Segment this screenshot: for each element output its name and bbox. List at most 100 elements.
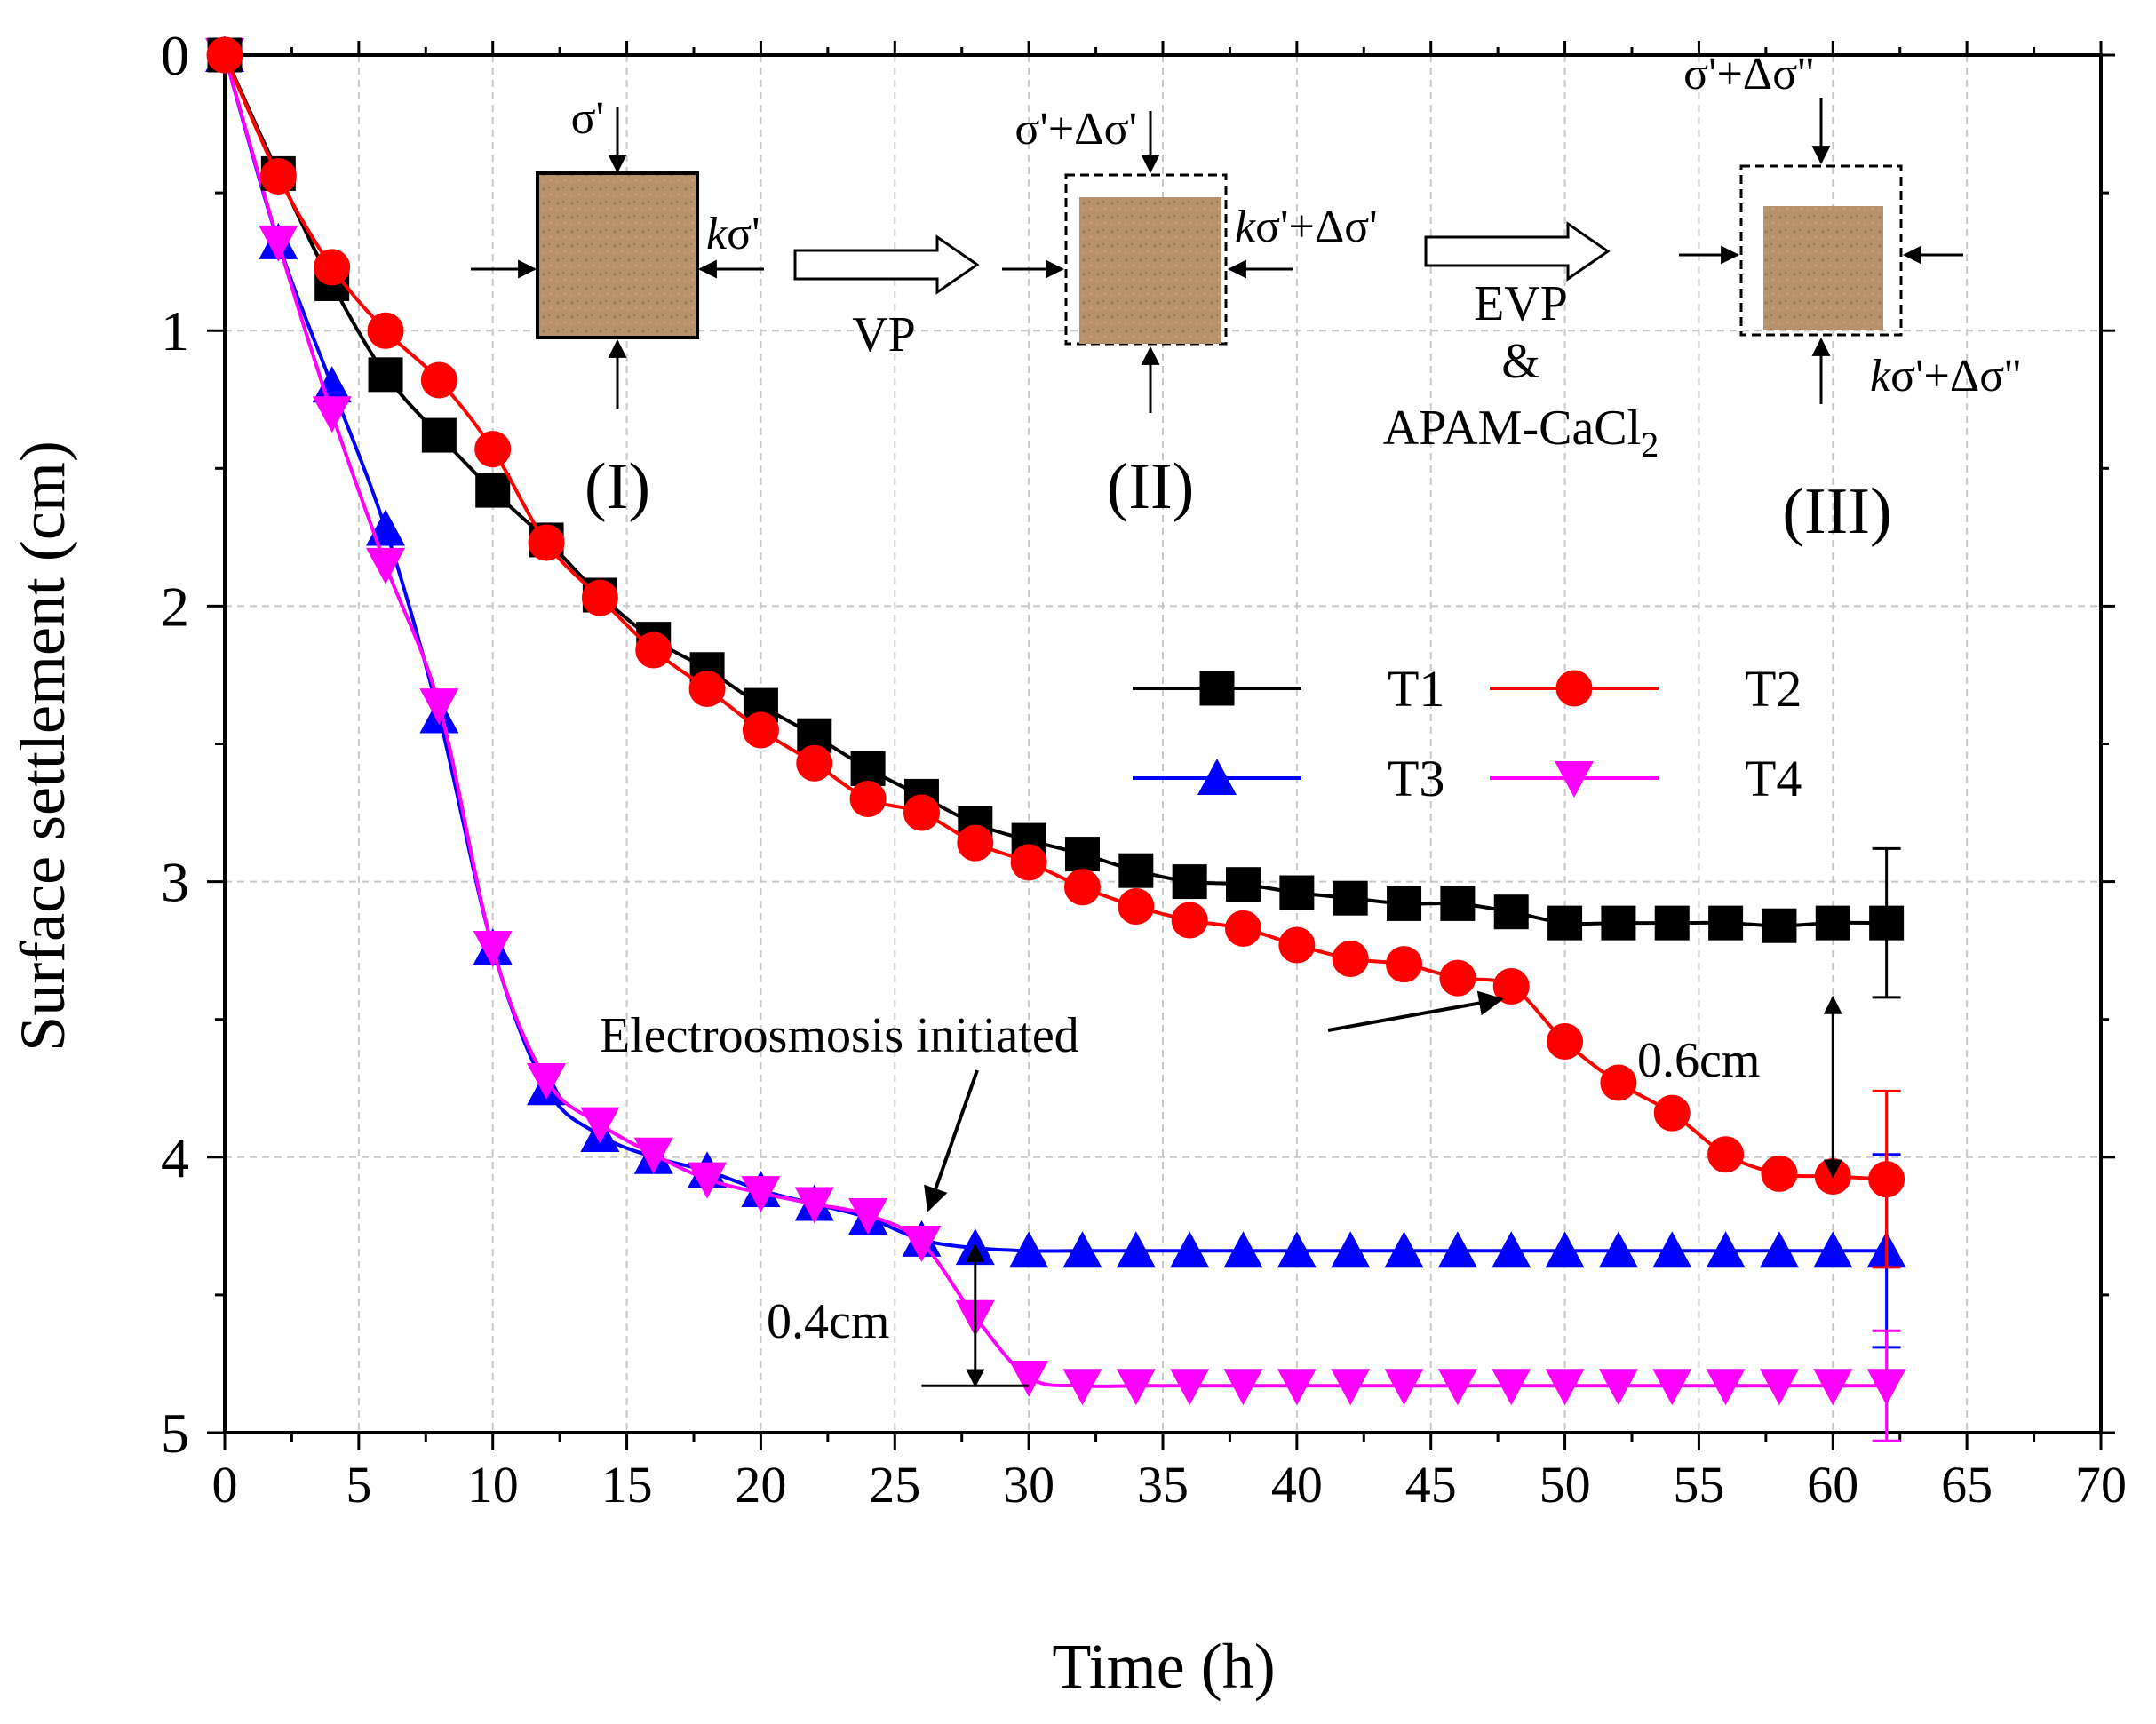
data-point-t2 [1332,940,1369,977]
x-tick-label: 15 [601,1456,653,1513]
data-point-t3 [1170,1231,1210,1268]
data-point-t2 [688,670,726,707]
legend-marker-t1 [1199,671,1235,706]
data-point-t1 [1547,905,1583,941]
data-point-t4 [366,547,406,584]
data-point-t4 [580,1107,620,1144]
process-arrow-evp [1424,221,1611,282]
data-point-t4 [1170,1369,1210,1406]
x-tick-label: 55 [1673,1456,1724,1513]
data-point-t4 [1277,1369,1317,1406]
data-point-t3 [1545,1231,1585,1268]
data-point-t3 [1116,1231,1156,1268]
data-point-t2 [903,794,940,831]
data-point-t1 [475,473,511,508]
stage-label-iii: (III) [1782,475,1891,548]
data-point-t4 [633,1137,673,1174]
process-label-and: & [1501,334,1540,389]
annotations [921,990,1842,1388]
stress-label-i-side: kσ' [706,209,760,259]
data-point-t3 [1062,1231,1102,1268]
series-t2 [206,36,1905,1269]
process-label-apam: APAM-CaCl2 [1383,401,1659,465]
data-point-t3 [1331,1231,1371,1268]
data-point-t4 [1062,1369,1102,1406]
x-tick-label: 60 [1807,1456,1858,1513]
x-tick-label: 25 [869,1456,920,1513]
data-point-t3 [1223,1231,1263,1268]
data-point-t1 [850,751,886,786]
data-point-t4 [1866,1369,1906,1406]
data-point-t1 [1708,905,1744,941]
data-point-t1 [1493,894,1529,930]
x-tick-label: 0 [212,1456,238,1513]
data-point-t4 [1492,1369,1531,1406]
legend-label-t4: T4 [1745,750,1802,807]
soil-sample-i [536,171,699,339]
data-point-t3 [1598,1231,1638,1268]
x-tick-label: 10 [467,1456,519,1513]
data-point-t4 [1384,1369,1424,1406]
stage-label-ii: (II) [1107,450,1195,523]
data-point-t4 [1545,1369,1585,1406]
soil-sample-iii [1763,206,1883,330]
data-point-t4 [473,931,513,968]
data-point-t4 [848,1197,888,1235]
annotation-gap-0.6cm: 0.6cm [1637,1033,1760,1088]
data-point-t1 [421,417,457,453]
data-point-t4 [794,1187,834,1224]
y-tick-label: 1 [161,299,189,362]
data-point-t2 [1171,902,1208,939]
data-point-t3 [1492,1231,1531,1268]
series-line-t2 [223,54,1887,1181]
x-tick-label: 35 [1137,1456,1189,1513]
data-point-t2 [1225,910,1262,947]
data-point-t2 [1547,1023,1584,1061]
data-point-t2 [849,781,887,818]
data-point-t3 [1009,1231,1049,1268]
data-point-t2 [1600,1064,1637,1101]
y-tick-label: 0 [161,24,189,87]
stress-label-i-top: σ' [571,93,604,144]
data-point-t3 [312,366,352,403]
stress-label-iii-top: σ'+Δσ'' [1683,49,1814,99]
data-point-t2 [420,361,457,399]
annotation-electroosmosis: Electroosmosis initiated [600,1008,1079,1063]
data-point-t1 [1387,886,1422,921]
data-point-t1 [368,357,403,393]
data-point-t3 [1437,1231,1477,1268]
data-point-t1 [1279,875,1315,910]
data-point-t2 [635,632,672,669]
data-point-t2 [1439,959,1476,997]
data-point-t2 [367,312,404,349]
data-point-t3 [1813,1231,1853,1268]
data-point-t2 [206,36,243,74]
data-point-t4 [1706,1369,1746,1406]
y-tick-label: 5 [161,1402,189,1465]
data-point-t1 [1440,886,1476,921]
legend-label-t1: T1 [1388,660,1444,718]
x-tick-label: 40 [1271,1456,1323,1513]
data-point-t2 [1278,926,1316,964]
legend-label-t2: T2 [1745,660,1802,718]
data-point-t3 [1277,1231,1317,1268]
outline-sample-ii [1064,173,1228,346]
stress-label-ii-top: σ'+Δσ' [1014,104,1137,155]
data-point-t4 [259,225,298,262]
y-tick-label: 3 [161,851,189,914]
data-point-t1 [1172,864,1207,900]
data-point-t1 [1762,908,1797,943]
y-axis-title: Surface settlement (cm) [7,441,78,1052]
legend-label-t3: T3 [1388,750,1444,807]
data-point-t4 [1223,1369,1263,1406]
data-point-t4 [688,1162,728,1199]
data-point-t4 [312,396,352,433]
series-t3 [205,36,1906,1349]
data-point-t2 [796,744,833,782]
outline-sample-iii [1739,164,1903,337]
arrow-electroosmosis-t2 [1327,990,1504,1032]
annotation-gap-0.4cm: 0.4cm [767,1294,889,1349]
series-line-t1 [223,54,1887,928]
